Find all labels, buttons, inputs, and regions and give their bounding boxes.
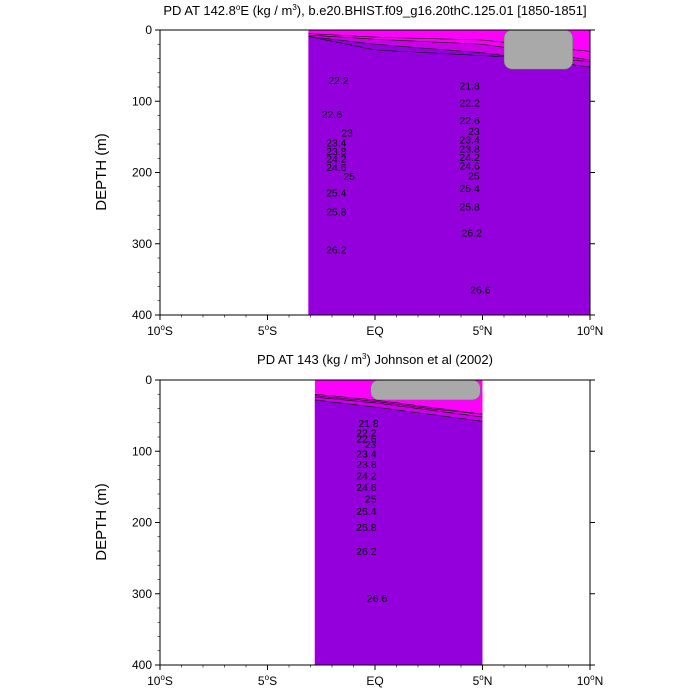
y-tick-label: 400 <box>132 658 152 672</box>
x-tick-label: EQ <box>366 324 383 338</box>
panel-top-plot: 22.222.62323.423.824.224.62525.425.826.2… <box>132 23 603 338</box>
contour-label: 23.8 <box>459 143 480 155</box>
y-tick-label: 0 <box>145 23 152 37</box>
contour-label: 26.2 <box>462 227 483 239</box>
contour-label: 25.8 <box>326 207 347 219</box>
contour-label: 25.8 <box>459 202 480 214</box>
contour-label: 25.8 <box>356 522 377 534</box>
contour-label: 23 <box>468 126 480 138</box>
contour-label: 25 <box>365 493 377 505</box>
contour-label: 23.4 <box>356 448 377 460</box>
contour-label: 22.6 <box>356 433 377 445</box>
contour-label: 24.6 <box>326 162 347 174</box>
contour-label: 22.6 <box>459 115 480 127</box>
y-tick-label: 100 <box>132 94 152 108</box>
x-tick-label: 5oN <box>473 323 493 338</box>
contour-label: 25 <box>468 170 480 182</box>
x-tick-label: 10oN <box>577 323 603 338</box>
y-tick-label: 300 <box>132 587 152 601</box>
contour-label: 24.2 <box>356 470 377 482</box>
contour-line <box>314 399 483 422</box>
panel-bottom-ylabel: DEPTH (m) <box>93 483 110 561</box>
contour-label: 21.8 <box>459 81 480 93</box>
y-tick-label: 200 <box>132 166 152 180</box>
contour-fills <box>314 380 483 665</box>
contour-label: 25 <box>343 171 355 183</box>
contour-label: 26.2 <box>356 546 377 558</box>
y-tick-label: 100 <box>132 444 152 458</box>
contour-label: 21.8 <box>358 418 379 430</box>
contour-line <box>314 395 483 415</box>
contour-label: 25.4 <box>356 506 377 518</box>
y-tick-label: 0 <box>145 373 152 387</box>
panel-top-ylabel: DEPTH (m) <box>93 133 110 211</box>
x-tick-label: 10oS <box>147 323 173 338</box>
contour-label: 26.6 <box>470 284 491 296</box>
contour-label: 22.6 <box>322 109 343 121</box>
contour-band <box>308 36 590 315</box>
contour-line <box>314 396 483 418</box>
contour-label: 23 <box>365 439 377 451</box>
contour-label: 24.2 <box>459 152 480 164</box>
contour-label: 26.2 <box>326 244 347 256</box>
y-tick-label: 400 <box>132 308 152 322</box>
missing-data-region <box>503 30 574 70</box>
contour-label: 25.4 <box>326 187 347 199</box>
contour-label: 22.2 <box>459 98 480 110</box>
x-tick-label: 5oS <box>258 323 277 338</box>
contour-label: 22.2 <box>356 428 377 440</box>
contour-label: 24.2 <box>326 153 347 165</box>
x-tick-label: 10oN <box>577 673 603 688</box>
missing-data-region <box>370 380 481 401</box>
contour-band <box>314 399 483 665</box>
contour-label: 23.8 <box>326 146 347 158</box>
y-tick-label: 200 <box>132 516 152 530</box>
panel-top-title: PD AT 142.8oE (kg / m3), b.e20.BHIST.f09… <box>163 3 586 18</box>
panel-bottom-title: PD AT 143 (kg / m3) Johnson et al (2002) <box>257 352 493 367</box>
panel-bottom: PD AT 143 (kg / m3) Johnson et al (2002)… <box>93 352 603 688</box>
contour-label: 23.4 <box>326 138 347 150</box>
contour-label: 26.6 <box>367 593 388 605</box>
contour-label: 23 <box>341 128 353 140</box>
panel-top: PD AT 142.8oE (kg / m3), b.e20.BHIST.f09… <box>93 3 603 338</box>
contour-line <box>314 394 483 415</box>
contour-label: 24.6 <box>459 160 480 172</box>
contour-label: 23.8 <box>356 459 377 471</box>
x-tick-label: 5oN <box>473 673 493 688</box>
contour-label: 24.6 <box>356 482 377 494</box>
contour-fills <box>308 30 590 315</box>
x-tick-label: 5oS <box>258 673 277 688</box>
y-tick-label: 300 <box>132 237 152 251</box>
contour-label: 25.4 <box>459 183 480 195</box>
contour-label: 22.2 <box>328 75 349 87</box>
x-tick-label: EQ <box>366 674 383 688</box>
x-tick-label: 10oS <box>147 673 173 688</box>
contour-label: 23.4 <box>459 135 480 147</box>
